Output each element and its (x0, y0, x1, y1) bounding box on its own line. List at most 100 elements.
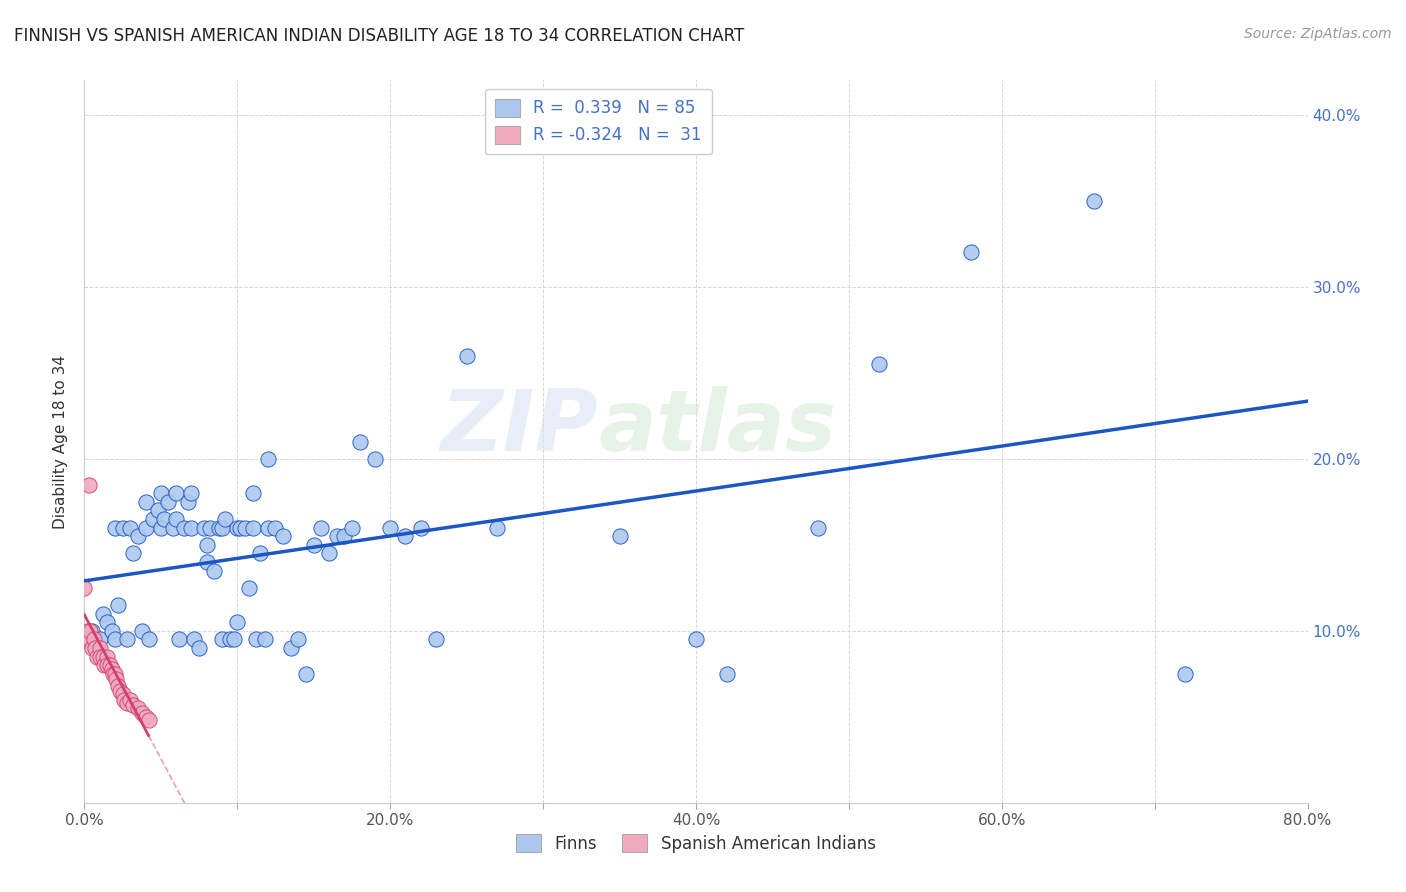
Point (318, 546, 340, 560)
Point (153, 512, 176, 526)
Point (131, 706, 153, 721)
Point (214, 512, 236, 526)
Point (89, 640, 111, 655)
Point (101, 624, 124, 638)
Point (73, 581, 96, 595)
Point (120, 520, 142, 534)
Point (142, 512, 165, 526)
Point (131, 624, 153, 638)
Point (325, 529, 347, 543)
Point (869, 357, 891, 371)
Point (138, 632, 160, 647)
Point (127, 529, 149, 543)
Point (180, 486, 202, 500)
Point (195, 538, 218, 552)
Point (218, 632, 240, 647)
Point (302, 538, 325, 552)
Point (257, 451, 280, 466)
Point (135, 520, 157, 534)
Point (807, 520, 830, 534)
Point (253, 632, 276, 647)
Point (86, 640, 108, 655)
Point (208, 520, 231, 534)
Point (149, 520, 172, 534)
Point (456, 349, 478, 363)
Point (104, 520, 127, 534)
Point (167, 632, 190, 647)
Point (103, 666, 125, 681)
Point (685, 632, 707, 647)
Point (157, 494, 180, 508)
Point (245, 632, 267, 647)
Point (107, 598, 129, 612)
Point (264, 520, 287, 534)
Point (202, 564, 225, 578)
Point (79, 624, 101, 638)
Point (364, 451, 387, 466)
Point (380, 520, 402, 534)
Point (146, 503, 169, 517)
Point (238, 581, 260, 595)
Point (115, 632, 138, 647)
Point (98, 658, 121, 673)
Point (111, 687, 134, 701)
Point (242, 520, 264, 534)
Point (394, 529, 416, 543)
Point (173, 520, 195, 534)
Point (86, 649, 108, 664)
Point (280, 640, 302, 655)
Point (101, 662, 124, 676)
Point (149, 486, 172, 500)
Point (211, 632, 233, 647)
Text: ZIP: ZIP (440, 385, 598, 468)
Point (89, 649, 111, 664)
Point (127, 701, 149, 715)
Point (89, 632, 111, 647)
Point (211, 520, 233, 534)
Point (84, 640, 107, 655)
Point (1083, 194, 1105, 208)
Point (122, 546, 145, 560)
Point (242, 486, 264, 500)
Point (960, 245, 983, 260)
Point (609, 529, 631, 543)
Point (108, 684, 131, 698)
Point (165, 512, 187, 526)
Point (486, 520, 509, 534)
Point (77, 477, 100, 491)
Point (120, 692, 142, 706)
Text: FINNISH VS SPANISH AMERICAN INDIAN DISABILITY AGE 18 TO 34 CORRELATION CHART: FINNISH VS SPANISH AMERICAN INDIAN DISAB… (14, 27, 744, 45)
Point (249, 546, 271, 560)
Point (349, 434, 371, 449)
Point (180, 520, 202, 534)
Point (91, 649, 114, 664)
Point (188, 640, 211, 655)
Point (76, 624, 98, 638)
Point (96, 658, 118, 673)
Point (425, 632, 447, 647)
Point (193, 520, 215, 534)
Point (162, 520, 184, 534)
Point (295, 666, 318, 681)
Y-axis label: Disability Age 18 to 34: Disability Age 18 to 34 (53, 354, 69, 529)
Point (80, 640, 103, 655)
Point (80, 624, 103, 638)
Point (96, 615, 118, 630)
Point (257, 520, 280, 534)
Point (340, 520, 363, 534)
Point (138, 713, 160, 727)
Point (229, 520, 252, 534)
Point (195, 555, 218, 569)
Point (1174, 666, 1197, 681)
Point (226, 520, 249, 534)
Point (226, 615, 249, 630)
Point (409, 520, 432, 534)
Point (271, 529, 294, 543)
Point (105, 672, 128, 686)
Text: Source: ZipAtlas.com: Source: ZipAtlas.com (1244, 27, 1392, 41)
Point (115, 696, 138, 710)
Point (287, 632, 309, 647)
Point (111, 520, 134, 534)
Point (135, 710, 157, 724)
Point (112, 692, 135, 706)
